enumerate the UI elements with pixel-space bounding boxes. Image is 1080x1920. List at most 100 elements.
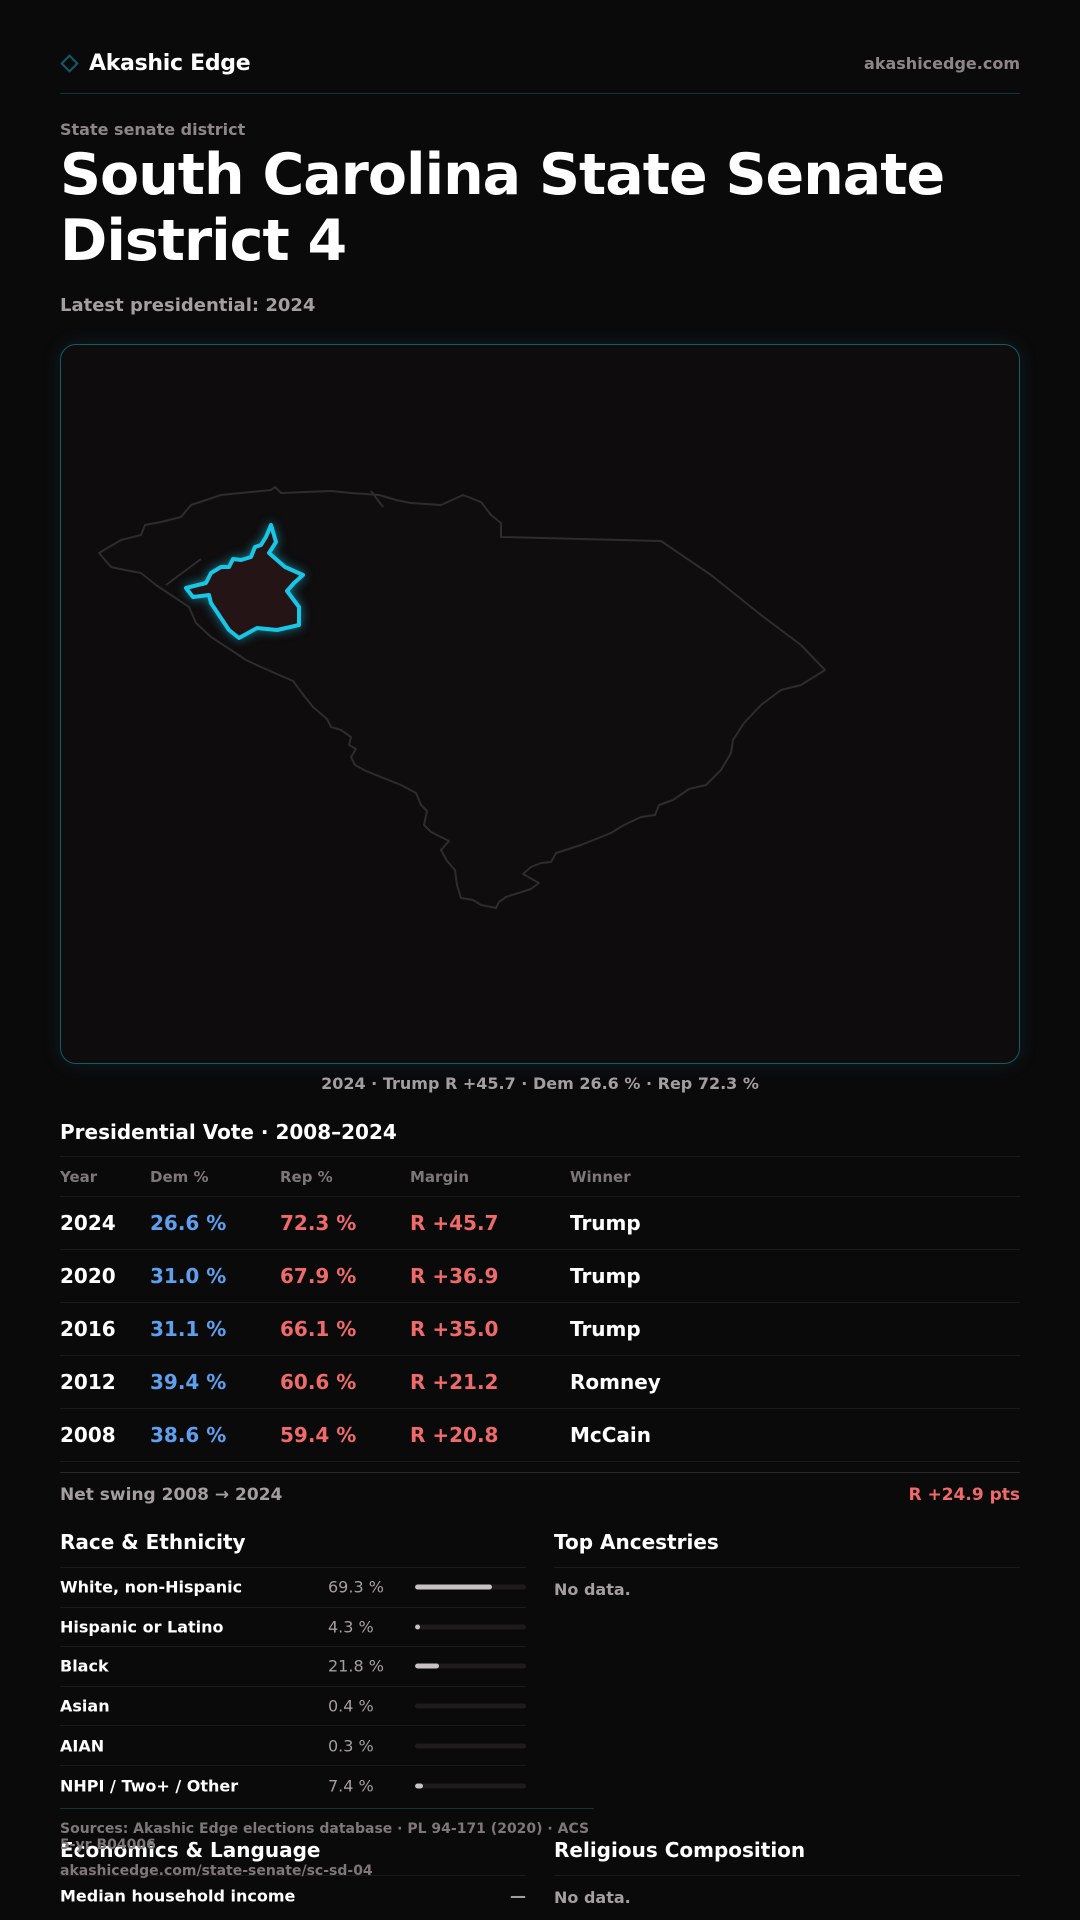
- race-row: AIAN 0.3 %: [60, 1726, 526, 1766]
- row-winner: Romney: [570, 1370, 661, 1394]
- religion-empty: No data.: [554, 1888, 631, 1907]
- sources-url[interactable]: akashicedge.com/state-senate/sc-sd-04: [60, 1863, 373, 1879]
- race-label: Asian: [60, 1696, 110, 1716]
- page: Akashic Edge akashicedge.com State senat…: [60, 0, 1020, 1920]
- race-bar-fill: [415, 1783, 424, 1789]
- district-4-shape[interactable]: [184, 523, 305, 640]
- header-rep[interactable]: Rep %: [280, 1167, 333, 1186]
- row-dem: 39.4 %: [150, 1370, 227, 1394]
- row-dem: 38.6 %: [150, 1423, 227, 1447]
- ancestries-empty: No data.: [554, 1580, 631, 1599]
- row-year: 2008: [60, 1423, 116, 1447]
- race-bar: [415, 1743, 526, 1749]
- header-year[interactable]: Year: [60, 1167, 98, 1186]
- row-winner: Trump: [570, 1317, 641, 1341]
- race-row: White, non-Hispanic 69.3 %: [60, 1568, 526, 1608]
- row-dem: 31.1 %: [150, 1317, 227, 1341]
- race-bar: [415, 1663, 526, 1669]
- race-pct: 4.3 %: [328, 1617, 374, 1637]
- map-canvas: [98, 486, 826, 909]
- diamond-logo-icon: [60, 54, 79, 73]
- race-bar: [415, 1783, 526, 1789]
- table-row: 2020 31.0 % 67.9 % R +36.9 Trump: [60, 1250, 1020, 1303]
- row-margin: R +45.7: [410, 1211, 499, 1235]
- race-pct: 69.3 %: [328, 1577, 384, 1597]
- header-dem[interactable]: Dem %: [150, 1167, 209, 1186]
- district-map[interactable]: [60, 344, 1020, 1064]
- race-list: White, non-Hispanic 69.3 % Hispanic or L…: [60, 1568, 526, 1806]
- net-swing-value: R +24.9 pts: [908, 1485, 1020, 1505]
- page-subtitle: Latest presidential: 2024: [60, 295, 316, 316]
- race-ethnicity-section: Race & Ethnicity White, non-Hispanic 69.…: [60, 1528, 526, 1806]
- race-bar-fill: [415, 1624, 420, 1630]
- race-bar-fill: [415, 1663, 440, 1669]
- race-label: Hispanic or Latino: [60, 1617, 224, 1637]
- row-margin: R +36.9: [410, 1264, 499, 1288]
- row-rep: 72.3 %: [280, 1211, 357, 1235]
- row-rep: 60.6 %: [280, 1370, 357, 1394]
- economics-section-title: Economics & Language: [60, 1836, 526, 1876]
- race-label: White, non-Hispanic: [60, 1577, 243, 1597]
- site-link[interactable]: akashicedge.com: [864, 54, 1020, 73]
- race-pct: 0.3 %: [328, 1736, 374, 1756]
- row-year: 2012: [60, 1370, 116, 1394]
- row-rep: 59.4 %: [280, 1423, 357, 1447]
- race-row: NHPI / Two+ / Other 7.4 %: [60, 1766, 526, 1806]
- row-dem: 31.0 %: [150, 1264, 227, 1288]
- state-inner-line-a: [165, 558, 202, 586]
- header-margin[interactable]: Margin: [410, 1167, 470, 1186]
- race-row: Asian 0.4 %: [60, 1687, 526, 1727]
- race-bar: [415, 1703, 526, 1709]
- religion-section-title: Religious Composition: [554, 1836, 1020, 1876]
- race-section-title: Race & Ethnicity: [60, 1528, 526, 1568]
- ancestries-section-title: Top Ancestries: [554, 1528, 1020, 1568]
- row-winner: Trump: [570, 1211, 641, 1235]
- row-year: 2024: [60, 1211, 116, 1235]
- state-outline: [98, 486, 826, 909]
- race-label: AIAN: [60, 1736, 105, 1756]
- row-rep: 67.9 %: [280, 1264, 357, 1288]
- row-dem: 26.6 %: [150, 1211, 227, 1235]
- presidential-table: Year Dem % Rep % Margin Winner 2024 26.6…: [60, 1156, 1020, 1462]
- top-bar: Akashic Edge akashicedge.com: [60, 46, 1020, 94]
- presidential-section-title: Presidential Vote · 2008–2024: [60, 1120, 397, 1144]
- econ-row: Median household income —: [60, 1876, 526, 1916]
- row-margin: R +35.0: [410, 1317, 499, 1341]
- page-title: South Carolina State Senate District 4: [60, 142, 945, 274]
- sources-footer: Sources: Akashic Edge elections database…: [60, 1808, 594, 1879]
- race-label: Black: [60, 1656, 109, 1676]
- row-winner: McCain: [570, 1423, 652, 1447]
- race-bar-fill: [415, 1584, 492, 1590]
- row-winner: Trump: [570, 1264, 641, 1288]
- religion-section: Religious Composition No data.: [554, 1836, 1020, 1907]
- row-year: 2020: [60, 1264, 116, 1288]
- table-row: 2012 39.4 % 60.6 % R +21.2 Romney: [60, 1356, 1020, 1409]
- econ-value: —: [510, 1886, 526, 1906]
- brand[interactable]: Akashic Edge: [60, 51, 251, 76]
- ancestries-section: Top Ancestries No data.: [554, 1528, 1020, 1599]
- econ-label: Median household income: [60, 1886, 296, 1906]
- net-swing-row: Net swing 2008 → 2024 R +24.9 pts: [60, 1472, 1020, 1514]
- race-bar: [415, 1584, 526, 1590]
- row-rep: 66.1 %: [280, 1317, 357, 1341]
- row-margin: R +20.8: [410, 1423, 499, 1447]
- economics-section: Economics & Language Median household in…: [60, 1836, 526, 1916]
- state-inner-line-b: [370, 490, 384, 508]
- table-row: 2016 31.1 % 66.1 % R +35.0 Trump: [60, 1303, 1020, 1356]
- table-row: 2008 38.6 % 59.4 % R +20.8 McCain: [60, 1409, 1020, 1462]
- header-winner[interactable]: Winner: [570, 1167, 631, 1186]
- row-margin: R +21.2: [410, 1370, 499, 1394]
- race-row: Hispanic or Latino 4.3 %: [60, 1608, 526, 1648]
- page-eyebrow: State senate district: [60, 120, 246, 139]
- map-caption: 2024 · Trump R +45.7 · Dem 26.6 % · Rep …: [321, 1074, 759, 1093]
- brand-name: Akashic Edge: [89, 51, 251, 76]
- race-pct: 0.4 %: [328, 1696, 374, 1716]
- sources-text: Sources: Akashic Edge elections database…: [60, 1821, 590, 1853]
- race-pct: 7.4 %: [328, 1776, 374, 1796]
- table-row: 2024 26.6 % 72.3 % R +45.7 Trump: [60, 1197, 1020, 1250]
- table-header: Year Dem % Rep % Margin Winner: [60, 1157, 1020, 1197]
- row-year: 2016: [60, 1317, 116, 1341]
- race-bar: [415, 1624, 526, 1630]
- net-swing-label: Net swing 2008 → 2024: [60, 1485, 283, 1505]
- race-row: Black 21.8 %: [60, 1647, 526, 1687]
